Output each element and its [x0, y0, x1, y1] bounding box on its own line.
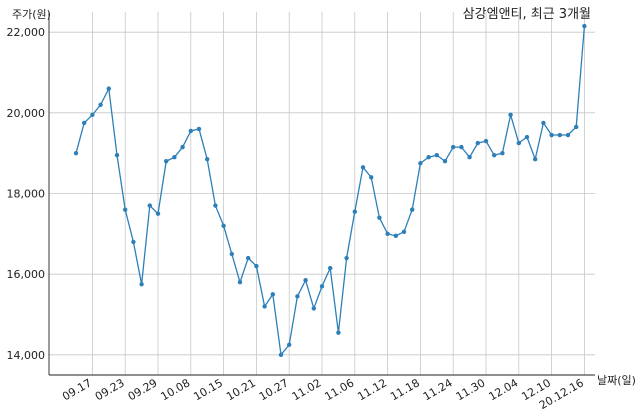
data-point — [131, 239, 136, 245]
x-tick-label: 11.02 — [290, 376, 324, 403]
data-point — [180, 144, 185, 150]
data-point — [303, 278, 308, 283]
grid — [49, 12, 595, 375]
data-point — [221, 223, 226, 228]
y-tick-label: 22,000 — [7, 26, 46, 39]
x-tick-label: 11.30 — [454, 376, 488, 403]
data-point — [434, 152, 439, 158]
data-point — [73, 150, 79, 156]
data-point — [106, 86, 112, 91]
price-line — [75, 26, 586, 357]
x-tick-labels: 09.17 09.23 09.29 10.08 10.15 10.21 10.27 11.02… — [60, 376, 586, 412]
x-tick-label: 10.15 — [191, 376, 225, 403]
chart-title: 삼강엠앤티, 최근 3개월 — [463, 7, 591, 22]
data-point — [123, 207, 128, 212]
data-point — [360, 165, 366, 170]
data-point — [369, 175, 374, 180]
x-tick-label: 11.24 — [421, 376, 455, 403]
data-point — [459, 144, 464, 150]
data-point — [557, 132, 562, 138]
axes — [48, 12, 595, 376]
data-point — [508, 112, 513, 118]
data-point — [196, 126, 202, 132]
data-point — [574, 124, 579, 130]
y-tick-label: 18,000 — [7, 188, 46, 201]
data-point — [401, 229, 407, 235]
y-axis-title: 주가(원) — [12, 8, 51, 21]
x-tick-label: 12.04 — [487, 376, 521, 403]
data-point — [278, 352, 284, 358]
data-point — [336, 330, 341, 335]
data-point — [319, 284, 325, 289]
x-tick-label: 09.29 — [126, 376, 160, 403]
data-point — [155, 211, 161, 216]
data-point — [205, 157, 210, 162]
x-tick-label: 11.18 — [388, 376, 422, 403]
data-point — [287, 342, 292, 347]
data-point — [410, 207, 415, 212]
series — [73, 23, 587, 358]
data-point — [229, 251, 234, 257]
x-tick-label: 10.08 — [159, 376, 193, 403]
data-point — [90, 112, 95, 118]
data-point — [164, 159, 169, 164]
data-point — [188, 128, 193, 134]
y-tick-labels: 14,000 16,000 18,000 20,000 22,000 — [7, 26, 46, 362]
data-point — [516, 140, 521, 146]
data-point — [246, 255, 251, 261]
data-point — [582, 23, 587, 29]
x-axis-title: 날짜(일) — [597, 373, 636, 387]
data-point — [147, 203, 152, 208]
x-tick-label: 11.12 — [355, 376, 389, 403]
data-point — [549, 132, 554, 138]
y-tick-label: 20,000 — [7, 107, 46, 120]
data-point — [172, 155, 177, 160]
data-point — [328, 265, 333, 271]
data-point — [262, 304, 267, 309]
data-point — [377, 215, 382, 220]
data-point — [451, 144, 456, 150]
data-point — [475, 140, 480, 146]
data-point — [213, 203, 218, 208]
data-point — [418, 161, 423, 166]
data-point — [139, 282, 144, 287]
data-point — [270, 292, 275, 297]
x-tick-label: 10.21 — [224, 376, 258, 403]
data-point — [541, 120, 546, 126]
data-point — [483, 138, 489, 144]
data-point — [393, 233, 398, 239]
data-point — [352, 209, 357, 214]
data-point — [344, 255, 349, 261]
data-point — [237, 280, 243, 285]
data-point — [98, 102, 103, 107]
x-tick-label: 11.06 — [323, 376, 357, 403]
data-point — [254, 263, 259, 269]
data-point — [533, 157, 538, 162]
data-point — [500, 150, 505, 156]
data-point — [114, 152, 120, 158]
y-tick-label: 16,000 — [7, 268, 46, 281]
x-tick-label: 09.17 — [60, 376, 94, 403]
data-point — [311, 306, 316, 311]
data-point — [442, 159, 448, 164]
data-point — [467, 155, 472, 160]
y-tick-label: 14,000 — [7, 349, 46, 362]
data-point — [524, 134, 530, 140]
data-point — [385, 231, 390, 237]
x-tick-label: 10.27 — [257, 376, 291, 403]
data-point — [492, 152, 497, 158]
data-point — [82, 120, 87, 126]
x-tick-label: 09.23 — [93, 376, 127, 403]
data-point — [295, 294, 300, 299]
data-point — [565, 132, 571, 138]
data-point — [426, 155, 431, 160]
